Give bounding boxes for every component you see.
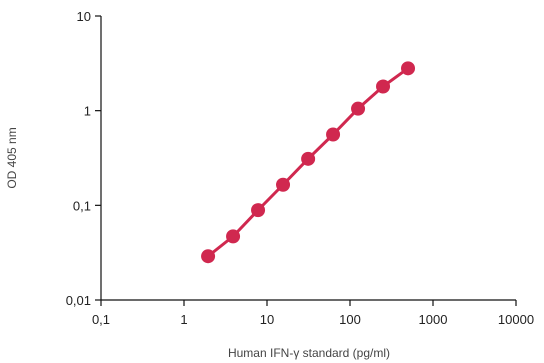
data-point xyxy=(276,177,291,192)
data-point xyxy=(351,101,366,116)
series xyxy=(201,61,416,264)
x-tick-label: 0,1 xyxy=(92,312,110,327)
axes xyxy=(100,16,516,301)
y-tick-label: 0,01 xyxy=(66,293,91,308)
x-tick-label: 100 xyxy=(339,312,361,327)
data-point xyxy=(376,79,391,94)
y-axis-title: OD 405 nm xyxy=(5,127,19,188)
x-tick-label: 1 xyxy=(180,312,187,327)
data-point xyxy=(251,203,266,218)
x-axis-title: Human IFN-γ standard (pg/ml) xyxy=(228,346,390,360)
data-point xyxy=(401,61,416,76)
data-point xyxy=(201,249,216,264)
data-point xyxy=(226,229,241,244)
y-tick-label: 1 xyxy=(84,104,91,119)
x-tick-label: 10 xyxy=(260,312,274,327)
y-ticks: 0,01 0,1 1 10 xyxy=(66,9,101,308)
data-point xyxy=(301,151,316,166)
x-tick-label: 10000 xyxy=(498,312,534,327)
y-tick-label: 0,1 xyxy=(73,198,91,213)
y-tick-label: 10 xyxy=(77,9,91,24)
data-point xyxy=(326,127,341,142)
x-ticks: 0,1 1 10 100 1000 10000 xyxy=(92,300,534,327)
x-tick-label: 1000 xyxy=(419,312,448,327)
